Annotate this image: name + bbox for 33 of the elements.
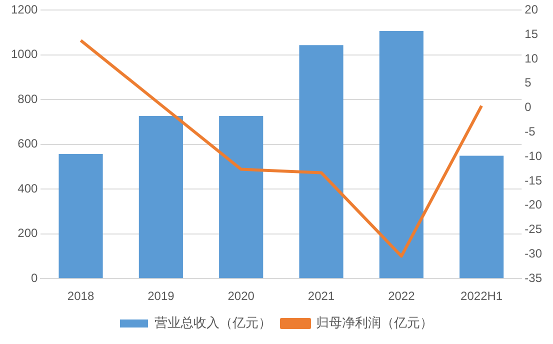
y2-tick-label: 15 [524, 26, 538, 41]
y-tick-label: 200 [18, 226, 38, 240]
y2-tick-label: -10 [524, 148, 542, 163]
bar [58, 154, 103, 278]
y2-tick-label: -15 [524, 173, 542, 188]
y2-tick-label: -30 [524, 246, 542, 261]
y-tick-label: 800 [18, 92, 38, 106]
y2-tick-label: -5 [524, 124, 536, 139]
y2-tick-label: 20 [524, 2, 538, 17]
y2-tick-label: -20 [524, 198, 542, 212]
y2-tick-label: 5 [524, 76, 532, 90]
y-tick-label: 1000 [10, 47, 38, 62]
y-tick-label: 600 [18, 136, 38, 151]
legend-label: 营业总收入（亿元） [154, 315, 272, 330]
x-tick-label: 2018 [67, 289, 94, 304]
y2-tick-label: 10 [524, 51, 538, 66]
bar [299, 45, 344, 278]
y-tick-label: 400 [18, 181, 38, 196]
y-tick-label: 0 [31, 270, 38, 285]
bar [219, 116, 264, 278]
y2-tick-label: -25 [524, 222, 542, 236]
bar [138, 116, 183, 278]
x-tick-label: 2019 [148, 289, 175, 304]
bar [460, 156, 504, 278]
x-tick-label: 2021 [308, 289, 335, 304]
x-tick-label: 2020 [228, 289, 255, 304]
y-tick-label: 1200 [10, 2, 38, 17]
x-tick-label: 2022H1 [460, 289, 503, 304]
legend-label: 归母净利润（亿元） [316, 315, 433, 330]
y2-tick-label: 0 [524, 100, 532, 114]
y2-tick-label: -35 [524, 270, 542, 285]
bar [379, 31, 424, 278]
x-tick-label: 2022 [388, 289, 416, 304]
